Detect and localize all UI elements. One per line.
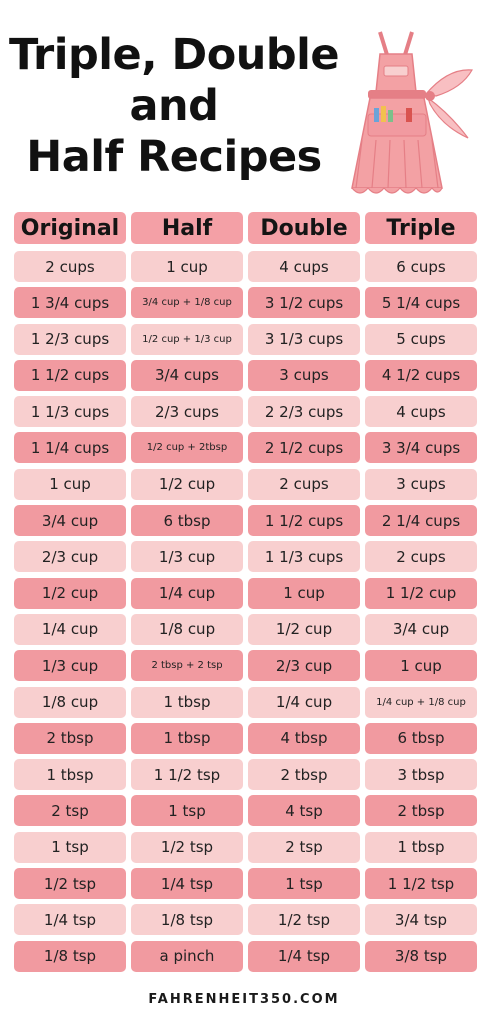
table-cell: 4 cups bbox=[248, 251, 360, 282]
title-line-1: Triple, Double bbox=[8, 30, 340, 80]
table-cell: 6 tbsp bbox=[131, 505, 243, 537]
table-cell: 5 cups bbox=[365, 323, 477, 355]
table-cell: 1/8 cup bbox=[14, 686, 126, 718]
table-cell: 1 3/4 cups bbox=[14, 287, 126, 319]
conversion-table: Original Half Double Triple 2 cups 1 cup 4 cup… bbox=[14, 212, 478, 977]
table-cell: 6 cups bbox=[365, 251, 477, 282]
table-cell: 3 1/3 cups bbox=[248, 323, 360, 355]
table-cell: 1 tsp bbox=[248, 868, 360, 900]
table-cell: 2/3 cups bbox=[131, 396, 243, 428]
table-cell: 5 1/4 cups bbox=[365, 287, 477, 319]
table-cell: 3 cups bbox=[365, 468, 477, 500]
table-cell: 4 tbsp bbox=[248, 722, 360, 754]
column-header-double: Double bbox=[248, 212, 360, 244]
table-cell: 2 tsp bbox=[14, 795, 126, 827]
table-cell: 1/2 cup bbox=[14, 577, 126, 609]
table-cell: 2 1/2 cups bbox=[248, 432, 360, 464]
table-cell: 2 2/3 cups bbox=[248, 396, 360, 428]
table-cell: 2 tbsp bbox=[248, 759, 360, 791]
table-cell: 1/8 cup bbox=[131, 613, 243, 645]
table-cell: 1 2/3 cups bbox=[14, 323, 126, 355]
table-cell: 2 cups bbox=[14, 251, 126, 282]
table-cell: 1 cup bbox=[365, 650, 477, 682]
table-cell: 1/4 cup + 1/8 cup bbox=[365, 686, 477, 718]
table-cell: 3 3/4 cups bbox=[365, 432, 477, 464]
table-cell: 3 tbsp bbox=[365, 759, 477, 791]
table-cell: 3 1/2 cups bbox=[248, 287, 360, 319]
table-cell: 1/2 cup bbox=[248, 613, 360, 645]
table-cell: 2 1/4 cups bbox=[365, 505, 477, 537]
table-cell: 3/4 cup bbox=[365, 613, 477, 645]
table-cell: 2 cups bbox=[248, 468, 360, 500]
table-cell: 1/4 tsp bbox=[248, 940, 360, 972]
table-cell: 1/2 tsp bbox=[14, 868, 126, 900]
table-cell: 2 cups bbox=[365, 541, 477, 573]
table-cell: 4 cups bbox=[365, 396, 477, 428]
column-header-half: Half bbox=[131, 212, 243, 244]
title-line-3: Half Recipes bbox=[26, 132, 322, 182]
table-cell: 1/4 tsp bbox=[131, 868, 243, 900]
table-cell: 3/8 tsp bbox=[365, 940, 477, 972]
footer-site: FAHRENHEIT350.COM bbox=[148, 992, 340, 1007]
table-cell: 1 1/4 cups bbox=[14, 432, 126, 464]
table-cell: 1/2 cup bbox=[131, 468, 243, 500]
table-cell: 1 1/2 cups bbox=[14, 359, 126, 391]
table-cell: 1/4 tsp bbox=[14, 904, 126, 936]
table-cell: 1 1/2 cup bbox=[365, 577, 477, 609]
table-cell: 1/4 cup bbox=[14, 613, 126, 645]
table-cell: 1/2 cup + 1/3 cup bbox=[131, 323, 243, 355]
table-cell: 1 cup bbox=[131, 251, 243, 282]
table-cell: 1 tsp bbox=[131, 795, 243, 827]
page-title: Triple, Double and Half Recipes bbox=[0, 30, 348, 183]
column-header-triple: Triple bbox=[365, 212, 477, 244]
table-cell: 1/2 tsp bbox=[248, 904, 360, 936]
table-cell: 1 1/2 cups bbox=[248, 505, 360, 537]
table-cell: 3 cups bbox=[248, 359, 360, 391]
table-cell: 1/2 tsp bbox=[131, 831, 243, 863]
table-cell: 1 1/3 cups bbox=[14, 396, 126, 428]
table-cell: 1/4 cup bbox=[248, 686, 360, 718]
table-cell: 1 cup bbox=[14, 468, 126, 500]
table-cell: 1 tbsp bbox=[131, 722, 243, 754]
table-cell: 4 1/2 cups bbox=[365, 359, 477, 391]
table-cell: 1/2 cup + 2tbsp bbox=[131, 432, 243, 464]
table-cell: 3/4 cup + 1/8 cup bbox=[131, 287, 243, 319]
table-cell: 1 tbsp bbox=[365, 831, 477, 863]
table-cell: 2/3 cup bbox=[248, 650, 360, 682]
table-cell: 2/3 cup bbox=[14, 541, 126, 573]
title-line-2: and bbox=[129, 81, 219, 131]
table-cell: 1/3 cup bbox=[131, 541, 243, 573]
table-cell: 1 1/3 cups bbox=[248, 541, 360, 573]
table-cell: 1 1/2 tsp bbox=[131, 759, 243, 791]
table-cell: 1/3 cup bbox=[14, 650, 126, 682]
table-cell: 3/4 cup bbox=[14, 505, 126, 537]
table-cell: 1 tbsp bbox=[131, 686, 243, 718]
table-cell: 2 tbsp + 2 tsp bbox=[131, 650, 243, 682]
table-cell: 1 tbsp bbox=[14, 759, 126, 791]
table-cell: 1/8 tsp bbox=[131, 904, 243, 936]
table-cell: 2 tbsp bbox=[14, 722, 126, 754]
table-cell: 1/8 tsp bbox=[14, 940, 126, 972]
table-cell: 3/4 tsp bbox=[365, 904, 477, 936]
table-cell: 2 tbsp bbox=[365, 795, 477, 827]
apron-icon bbox=[351, 31, 473, 194]
table-cell: a pinch bbox=[131, 940, 243, 972]
table-cell: 2 tsp bbox=[248, 831, 360, 863]
table-cell: 6 tbsp bbox=[365, 722, 477, 754]
table-cell: 1 tsp bbox=[14, 831, 126, 863]
column-header-original: Original bbox=[14, 212, 126, 244]
table-cell: 4 tsp bbox=[248, 795, 360, 827]
table-cell: 1/4 cup bbox=[131, 577, 243, 609]
table-cell: 1 cup bbox=[248, 577, 360, 609]
table-cell: 1 1/2 tsp bbox=[365, 868, 477, 900]
table-cell: 3/4 cups bbox=[131, 359, 243, 391]
